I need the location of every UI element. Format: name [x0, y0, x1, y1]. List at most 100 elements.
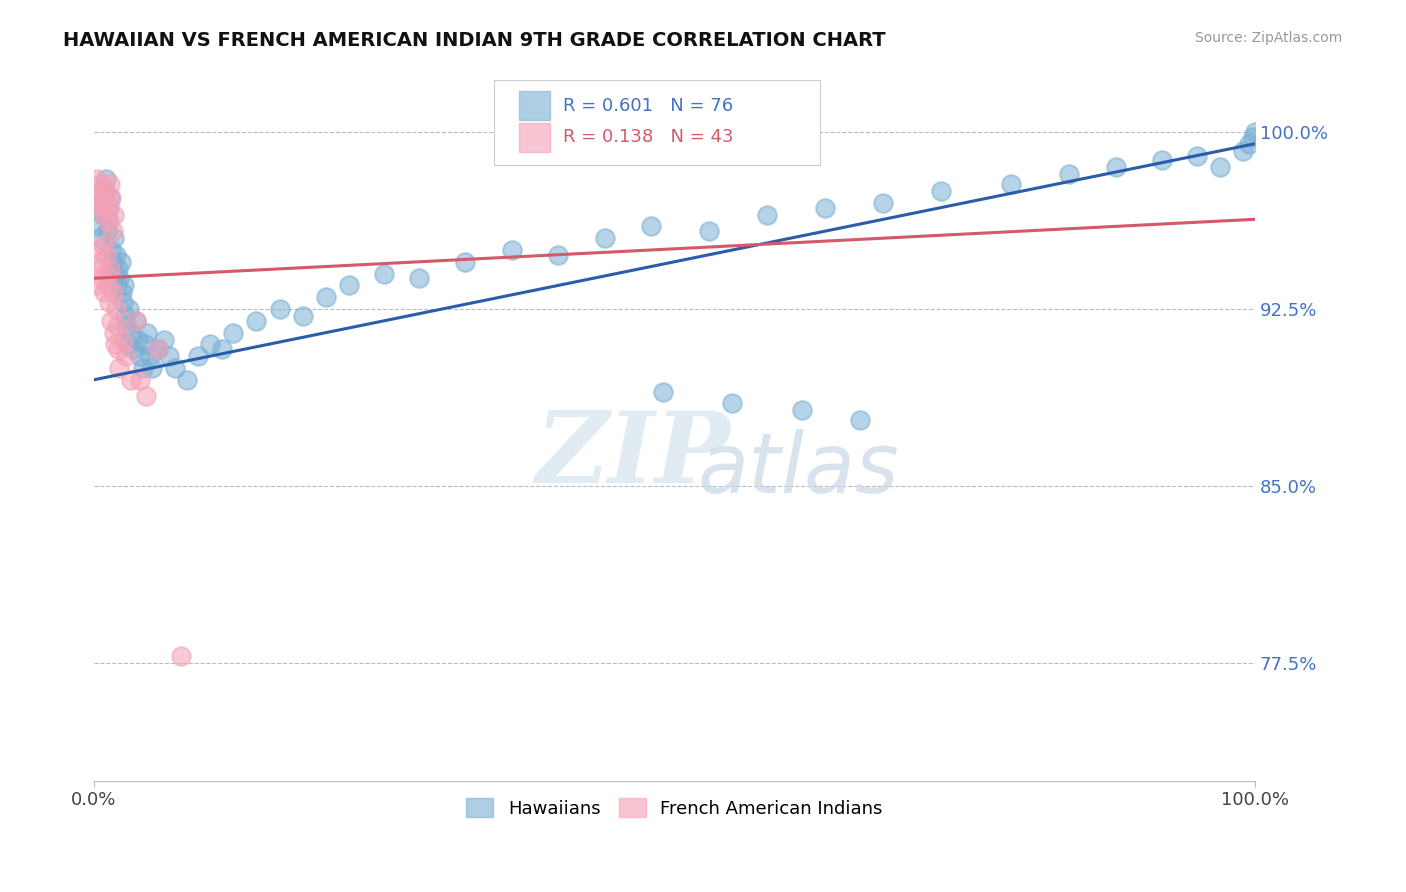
Point: [111, 294, 134, 309]
Point: [129, 349, 152, 363]
Point: [93, 208, 115, 222]
Point: [107, 342, 129, 356]
Point: [108, 271, 131, 285]
Text: atlas: atlas: [697, 429, 900, 510]
Point: [1104, 161, 1126, 175]
Point: [98, 215, 121, 229]
Point: [100, 243, 122, 257]
Point: [105, 318, 128, 333]
Point: [98, 294, 121, 309]
Point: [640, 219, 662, 234]
Point: [1232, 144, 1254, 158]
Point: [849, 413, 872, 427]
Point: [98, 201, 121, 215]
Point: [110, 254, 132, 268]
Point: [98, 191, 121, 205]
Point: [87, 184, 110, 198]
Point: [97, 278, 120, 293]
Point: [96, 267, 118, 281]
Point: [90, 177, 112, 191]
Point: [111, 333, 134, 347]
Text: ZIP: ZIP: [536, 407, 730, 504]
Point: [94, 184, 117, 198]
Point: [96, 224, 118, 238]
Point: [91, 208, 114, 222]
Point: [89, 231, 111, 245]
Point: [170, 648, 193, 663]
Point: [157, 349, 180, 363]
Point: [103, 231, 125, 245]
Point: [91, 201, 114, 215]
Text: R = 0.138   N = 43: R = 0.138 N = 43: [562, 128, 734, 146]
Point: [93, 184, 115, 198]
Point: [1150, 153, 1173, 168]
Point: [127, 333, 149, 347]
Point: [101, 254, 124, 268]
Point: [198, 337, 221, 351]
Point: [91, 271, 114, 285]
Point: [86, 219, 108, 234]
Point: [115, 318, 138, 333]
Point: [1185, 148, 1208, 162]
Point: [120, 373, 142, 387]
Point: [100, 191, 122, 205]
Point: [1244, 125, 1267, 139]
Point: [547, 248, 569, 262]
Point: [454, 254, 477, 268]
Point: [103, 208, 125, 222]
Point: [931, 184, 953, 198]
Point: [138, 349, 160, 363]
Point: [111, 285, 134, 300]
Point: [98, 261, 121, 276]
Point: [91, 191, 114, 205]
Point: [122, 342, 145, 356]
Legend: Hawaiians, French American Indians: Hawaiians, French American Indians: [460, 791, 890, 825]
Point: [176, 373, 198, 387]
Point: [97, 201, 120, 215]
FancyBboxPatch shape: [519, 123, 550, 152]
Point: [141, 361, 163, 376]
Point: [91, 195, 114, 210]
Point: [103, 326, 125, 340]
Point: [146, 342, 169, 356]
Point: [120, 326, 142, 340]
Point: [146, 342, 169, 356]
Point: [131, 361, 153, 376]
Point: [89, 243, 111, 257]
Point: [501, 243, 523, 257]
Point: [89, 195, 111, 210]
Point: [114, 309, 136, 323]
Point: [96, 195, 118, 210]
Point: [1000, 177, 1022, 191]
Point: [94, 248, 117, 262]
Point: [697, 224, 720, 238]
Point: [651, 384, 673, 399]
Point: [222, 326, 245, 340]
Text: HAWAIIAN VS FRENCH AMERICAN INDIAN 9TH GRADE CORRELATION CHART: HAWAIIAN VS FRENCH AMERICAN INDIAN 9TH G…: [63, 31, 886, 50]
Point: [90, 254, 112, 268]
Point: [1209, 161, 1232, 175]
Point: [134, 337, 156, 351]
Point: [104, 248, 127, 262]
Point: [135, 389, 157, 403]
Point: [86, 278, 108, 293]
Point: [86, 172, 108, 186]
Point: [117, 337, 139, 351]
FancyBboxPatch shape: [495, 80, 820, 165]
Point: [118, 301, 141, 316]
Point: [269, 301, 291, 316]
Point: [101, 285, 124, 300]
Point: [107, 261, 129, 276]
Point: [315, 290, 337, 304]
Point: [337, 278, 360, 293]
Point: [91, 238, 114, 252]
Point: [115, 349, 138, 363]
Point: [408, 271, 430, 285]
Point: [93, 285, 115, 300]
Point: [112, 278, 135, 293]
Point: [187, 349, 209, 363]
Point: [94, 172, 117, 186]
FancyBboxPatch shape: [519, 91, 550, 120]
Point: [165, 361, 187, 376]
Point: [87, 261, 110, 276]
